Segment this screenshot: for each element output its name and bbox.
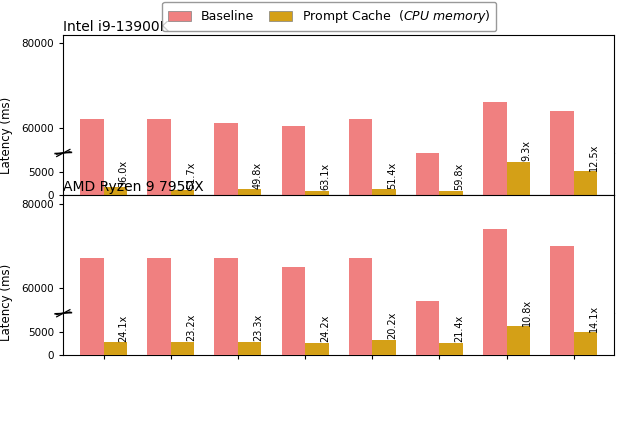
Text: Latency (ms): Latency (ms) <box>0 264 13 341</box>
Bar <box>416 300 439 436</box>
Bar <box>104 374 127 381</box>
Text: 14.1x: 14.1x <box>589 304 599 332</box>
Bar <box>282 267 305 436</box>
Text: 51.7x: 51.7x <box>186 162 196 189</box>
Text: 36.0x: 36.0x <box>119 160 128 187</box>
Text: 24.2x: 24.2x <box>320 315 330 342</box>
Text: 12.5x: 12.5x <box>589 143 599 170</box>
Bar <box>104 187 127 195</box>
Bar <box>104 342 127 355</box>
Bar <box>305 191 329 195</box>
Bar <box>80 0 104 195</box>
Bar <box>416 89 439 355</box>
Bar <box>573 332 597 355</box>
Bar <box>372 190 396 195</box>
Bar <box>147 41 171 355</box>
Bar <box>171 376 194 381</box>
Text: 51.4x: 51.4x <box>387 162 398 189</box>
Bar <box>416 153 439 381</box>
Text: 21.4x: 21.4x <box>454 315 465 342</box>
Bar <box>506 351 530 381</box>
Bar <box>573 359 597 381</box>
Bar <box>573 171 597 195</box>
Bar <box>349 119 372 381</box>
Bar <box>416 0 439 195</box>
Bar <box>238 375 261 381</box>
Bar <box>550 111 573 381</box>
Text: AMD Ryzen 9 7950X: AMD Ryzen 9 7950X <box>63 180 204 194</box>
Bar <box>282 126 305 381</box>
Bar <box>215 123 238 381</box>
Bar <box>506 162 530 195</box>
Bar <box>483 9 506 355</box>
Bar <box>550 27 573 355</box>
Bar <box>483 0 506 195</box>
Bar <box>483 229 506 436</box>
Bar <box>171 190 194 195</box>
Text: Latency (ms): Latency (ms) <box>0 97 13 174</box>
Bar <box>282 0 305 195</box>
Bar <box>238 189 261 195</box>
Text: 10.8x: 10.8x <box>522 299 532 326</box>
Bar <box>439 191 463 195</box>
Text: 20.2x: 20.2x <box>387 312 398 340</box>
Bar <box>80 41 104 355</box>
Text: 24.1x: 24.1x <box>119 314 128 342</box>
Bar <box>305 343 329 355</box>
Bar <box>147 0 171 195</box>
Bar <box>215 0 238 195</box>
Text: 23.3x: 23.3x <box>253 314 263 341</box>
Bar <box>171 342 194 355</box>
Bar <box>238 342 261 355</box>
Bar <box>372 340 396 355</box>
Bar <box>372 375 396 381</box>
Bar <box>439 343 463 355</box>
Bar <box>349 259 372 436</box>
Bar <box>80 259 104 436</box>
Bar <box>147 119 171 381</box>
Bar <box>215 41 238 355</box>
Bar <box>282 51 305 355</box>
Bar <box>349 0 372 195</box>
Text: 49.8x: 49.8x <box>253 162 263 189</box>
Text: 23.2x: 23.2x <box>186 314 196 341</box>
Bar <box>80 119 104 381</box>
Text: Intel i9-13900K: Intel i9-13900K <box>63 20 169 34</box>
Bar <box>215 259 238 436</box>
Text: 59.8x: 59.8x <box>454 163 465 191</box>
Bar <box>147 259 171 436</box>
Legend: Baseline, Prompt Cache  $\it{(CPU\ memory)}$: Baseline, Prompt Cache $\it{(CPU\ memory… <box>162 2 496 31</box>
Text: 63.1x: 63.1x <box>320 163 330 190</box>
Bar <box>506 327 530 355</box>
Bar <box>349 41 372 355</box>
Bar <box>550 0 573 195</box>
Bar <box>439 377 463 381</box>
Bar <box>483 102 506 381</box>
Text: 9.3x: 9.3x <box>522 140 532 161</box>
Bar <box>305 377 329 381</box>
Bar <box>550 246 573 436</box>
